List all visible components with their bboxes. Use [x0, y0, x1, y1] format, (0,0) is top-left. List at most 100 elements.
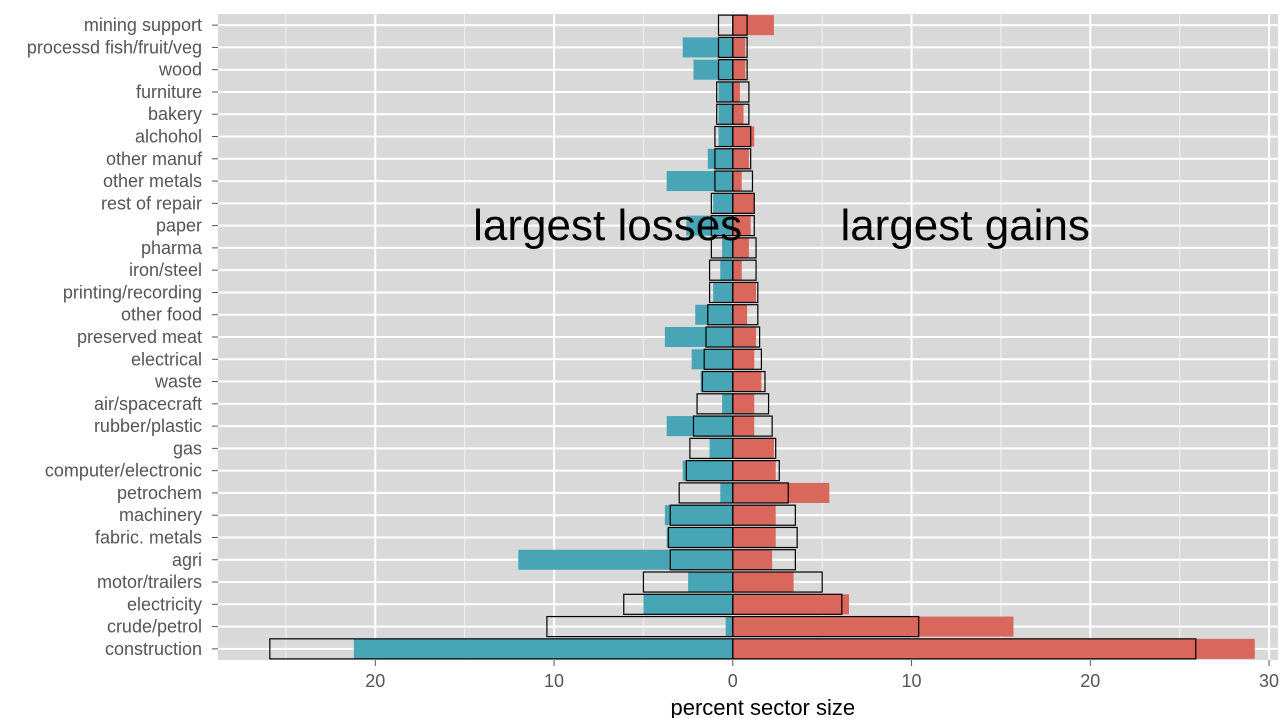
- outline-bar-right-electrical: [732, 348, 763, 370]
- bar-loss-paper: [686, 215, 733, 236]
- bar-loss-crude-petrol: [725, 616, 733, 637]
- bar-gain-construction: [732, 638, 1255, 659]
- bar-gain-wood: [732, 59, 746, 80]
- bar-gain-agri: [732, 549, 773, 570]
- bar-gain-rubber-plastic: [732, 416, 755, 437]
- outline-bar-right-motor-trailers: [732, 571, 823, 593]
- outline-bar-right-printing-recording: [732, 281, 759, 304]
- bar-gain-waste: [732, 371, 762, 392]
- y-tick-label: mining support: [84, 15, 202, 35]
- x-tick-label: 30: [1259, 671, 1279, 691]
- bar-gain-fabric-metals: [732, 527, 776, 548]
- outline-bar-right-processd-fish-fruit-veg: [732, 36, 748, 59]
- bar-gain-other-metals: [732, 171, 742, 192]
- bar-gain-electricity: [732, 594, 849, 615]
- bar-gain-petrochem: [732, 482, 830, 503]
- bar-gain-other-manuf: [732, 148, 749, 169]
- y-tick-label: machinery: [119, 505, 202, 525]
- outline-bar-right-rubber-plastic: [732, 415, 773, 437]
- outline-bar-right-machinery: [732, 504, 796, 526]
- bar-gain-alchohol: [732, 126, 755, 147]
- x-axis-title: percent sector size: [670, 695, 855, 718]
- bar-loss-bakery: [718, 104, 733, 125]
- x-tick-label: 20: [1080, 671, 1100, 691]
- bar-loss-electrical: [691, 349, 733, 370]
- bars: [353, 15, 1255, 659]
- y-tick-label: rubber/plastic: [94, 416, 202, 436]
- bar-gain-furniture: [732, 81, 740, 102]
- outline-bar-right-other-metals: [732, 170, 754, 192]
- bar-loss-computer-electronic: [682, 460, 733, 481]
- y-tick-label: wood: [158, 60, 202, 80]
- y-tick-label: petrochem: [117, 483, 202, 503]
- y-tick-label: furniture: [136, 82, 202, 102]
- bar-loss-alchohol: [718, 126, 733, 147]
- y-tick-label: other manuf: [106, 149, 203, 169]
- y-tick-label: gas: [173, 438, 202, 458]
- y-tick-label: iron/steel: [129, 260, 202, 280]
- outline-bar-right-fabric-metals: [732, 526, 798, 549]
- bar-loss-construction: [353, 638, 733, 659]
- bar-loss-printing-recording: [713, 282, 733, 303]
- outline-bar-right-pharma: [732, 237, 757, 259]
- bar-gain-printing-recording: [732, 282, 757, 303]
- y-tick-label: other metals: [103, 171, 202, 191]
- y-tick-label: other food: [121, 305, 202, 325]
- x-axis-labels: 20 10 0 10 20 30: [365, 660, 1279, 691]
- bar-loss-agri: [518, 549, 733, 570]
- bar-loss-petrochem: [720, 482, 733, 503]
- y-tick-label: electrical: [131, 349, 202, 369]
- baseline-outlines: [269, 14, 1197, 660]
- y-tick-label: construction: [105, 639, 202, 659]
- bar-gain-gas: [732, 438, 774, 459]
- y-tick-label: paper: [156, 216, 202, 236]
- outline-bar-right-crude-petrol: [732, 615, 920, 638]
- outline-bar-right-agri: [732, 549, 796, 571]
- bar-loss-machinery: [664, 505, 733, 526]
- bar-loss-furniture: [718, 81, 733, 102]
- y-tick-label: electricity: [127, 594, 202, 614]
- bar-gain-computer-electronic: [732, 460, 776, 481]
- bar-loss-fabric-metals: [666, 527, 733, 548]
- outline-bar-right-alchohol: [732, 125, 752, 148]
- y-tick-label: preserved meat: [77, 327, 202, 347]
- bar-loss-pharma: [722, 237, 733, 258]
- bar-loss-electricity: [643, 594, 733, 615]
- outline-bar-right-other-food: [732, 304, 759, 326]
- bar-gain-crude-petrol: [732, 616, 1014, 637]
- outline-bar-right-mining-support: [732, 14, 748, 36]
- x-tick-label: 20: [365, 671, 385, 691]
- y-tick-label: bakery: [148, 104, 202, 124]
- bar-loss-rubber-plastic: [666, 416, 733, 437]
- outline-bar-right-air-spacecraft: [732, 393, 770, 415]
- bar-loss-rest-of-repair: [713, 193, 733, 214]
- outline-bar-right-bakery: [732, 103, 750, 125]
- x-tick-label: 10: [902, 671, 922, 691]
- bar-gain-electrical: [732, 349, 755, 370]
- y-tick-label: alchohol: [135, 127, 202, 147]
- x-tick-label: 10: [544, 671, 564, 691]
- outline-bar-right-construction: [732, 638, 1197, 660]
- x-tick-label: 0: [728, 671, 738, 691]
- y-tick-label: agri: [172, 550, 202, 570]
- outline-bar-right-other-manuf: [732, 148, 752, 170]
- outline-bar-right-computer-electronic: [732, 460, 780, 482]
- y-tick-label: air/spacecraft: [94, 394, 202, 414]
- bar-loss-wood: [693, 59, 733, 80]
- bar-gain-iron-steel: [732, 260, 742, 281]
- outline-bar-right-iron-steel: [732, 259, 757, 281]
- outline-bar-right-petrochem: [732, 482, 789, 504]
- bar-gain-rest-of-repair: [732, 193, 755, 214]
- y-tick-label: motor/trailers: [97, 572, 202, 592]
- bar-gain-air-spacecraft: [732, 393, 755, 414]
- annotation-largest-losses: largest losses: [473, 201, 742, 250]
- y-tick-label: printing/recording: [63, 282, 202, 302]
- bar-loss-motor-trailers: [688, 572, 733, 593]
- y-tick-label: pharma: [141, 238, 203, 258]
- bar-gain-processd-fish-fruit-veg: [732, 37, 746, 58]
- bar-loss-gas: [709, 438, 733, 459]
- bar-loss-other-manuf: [707, 148, 733, 169]
- bar-gain-motor-trailers: [732, 572, 794, 593]
